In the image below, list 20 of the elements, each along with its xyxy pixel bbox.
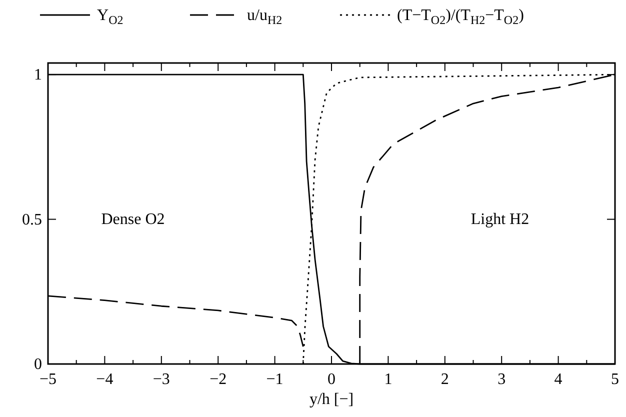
legend-label: (T−T$_{O2}$)/(T$_{H2}$−T$_{O2}$) (397, 7, 524, 28)
x-tick-label: −1 (266, 371, 284, 388)
x-tick-label: 0 (328, 371, 336, 388)
y-tick-label: 0.5 (22, 211, 42, 228)
x-tick-label: −3 (152, 371, 170, 388)
x-tick-label: 3 (498, 371, 506, 388)
legend-label: u/u$_{H2}$ (247, 7, 282, 28)
x-tick-label: 4 (554, 371, 562, 388)
x-axis-title: y/h [−] (309, 391, 354, 408)
legend-label: Y$_{O2}$ (97, 7, 124, 28)
x-tick-label: 5 (611, 371, 619, 388)
y-tick-label: 0 (34, 356, 42, 373)
x-tick-label: 2 (440, 371, 449, 388)
annotation: Light H2 (470, 211, 530, 228)
annotation: Dense O2 (101, 211, 165, 228)
x-tick-label: −5 (39, 371, 57, 388)
x-tick-label: −4 (96, 371, 114, 388)
y-tick-label: 1 (34, 66, 42, 84)
x-tick-label: −2 (210, 371, 227, 388)
x-tick-label: 1 (384, 371, 392, 388)
